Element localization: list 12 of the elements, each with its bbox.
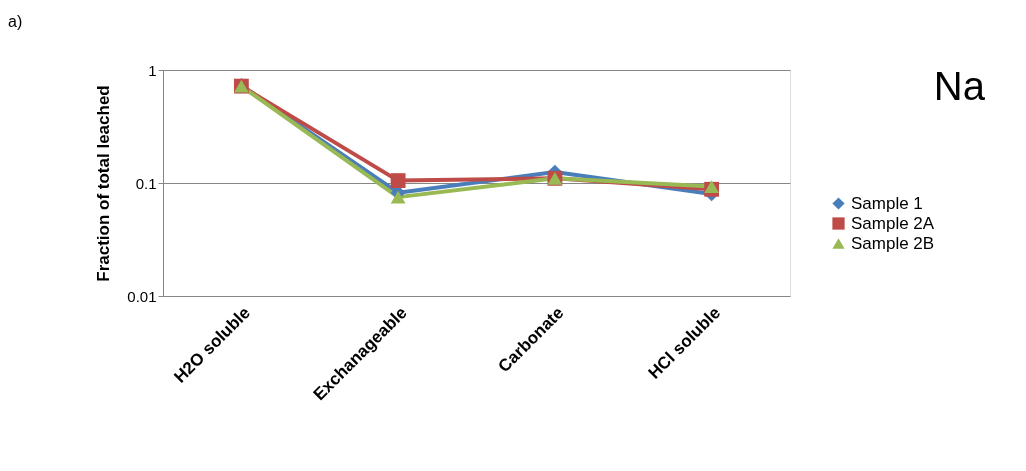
- y-tick-label: 1: [148, 61, 157, 79]
- legend-label: Sample 2A: [851, 213, 935, 233]
- point: [704, 180, 720, 193]
- point: [390, 173, 406, 189]
- y-tick-label: 0.01: [127, 287, 157, 305]
- y-axis-title: Fraction of total leached: [94, 85, 114, 282]
- legend-label: Sample 1: [851, 193, 923, 213]
- text: a): [8, 13, 23, 30]
- y-tick-label: 0.1: [135, 174, 157, 192]
- legend-label: Sample 2B: [851, 233, 935, 253]
- point: [390, 190, 406, 204]
- text: Na: [933, 64, 986, 108]
